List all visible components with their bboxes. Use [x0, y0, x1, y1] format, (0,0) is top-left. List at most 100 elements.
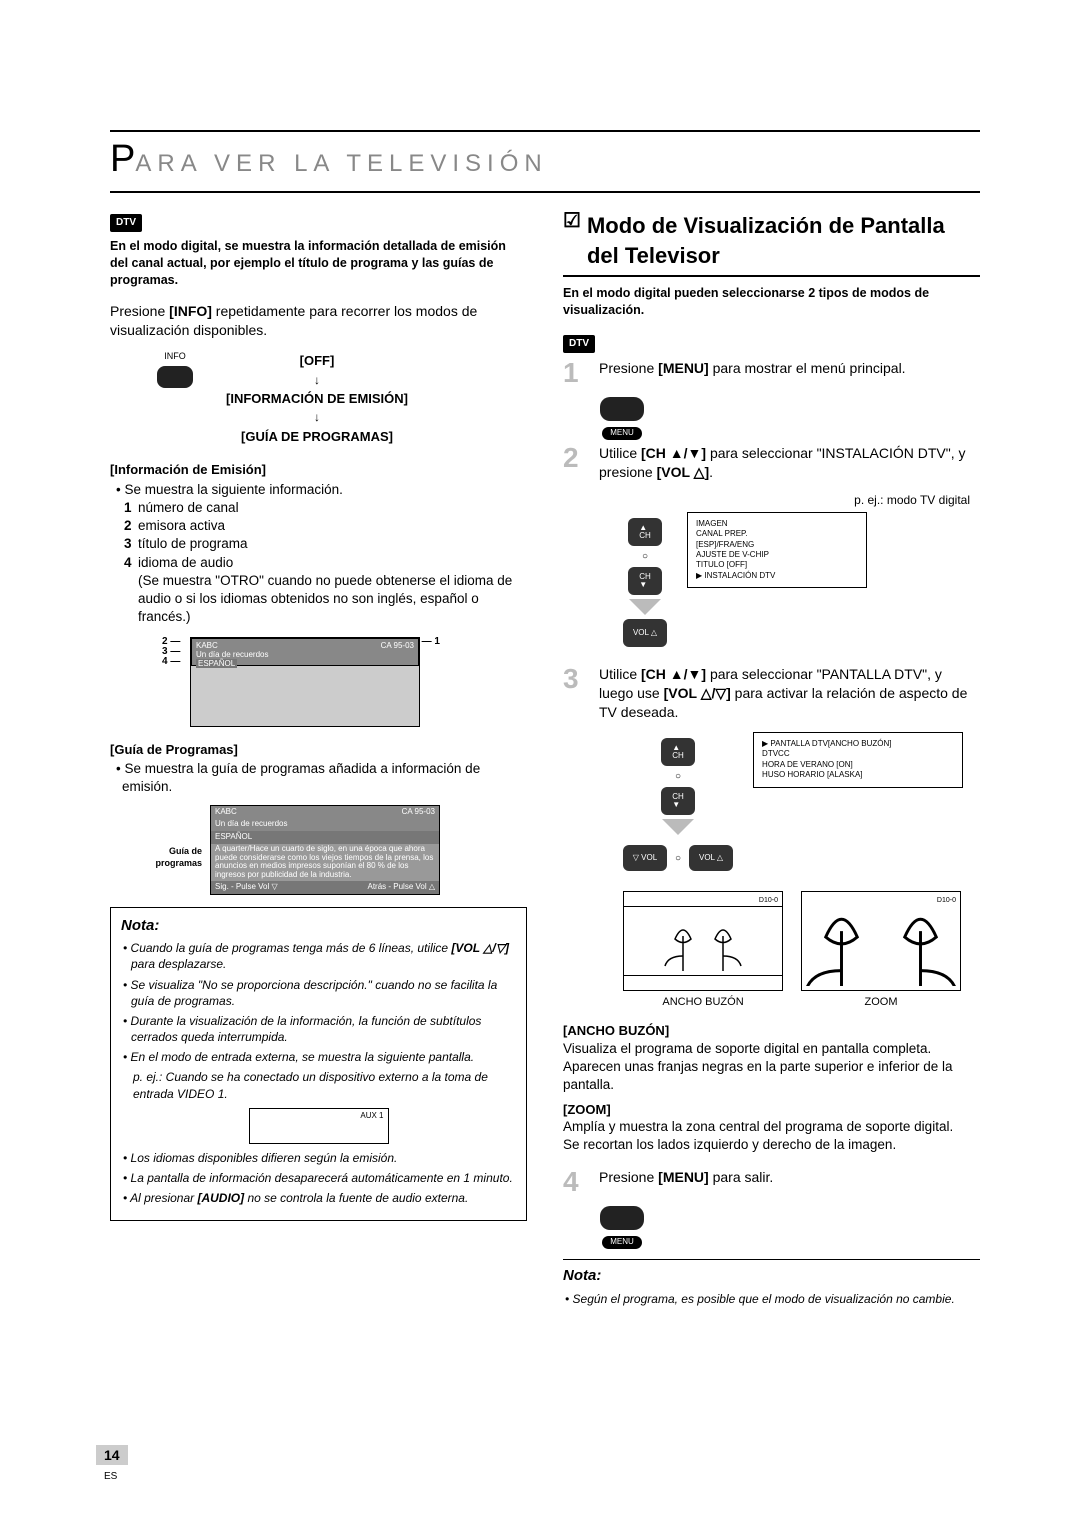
right-intro: En el modo digital pueden seleccionarse … — [563, 285, 980, 319]
menu-button-label: MENU — [602, 1236, 642, 1249]
section-header: PARA VER LA TELEVISIÓN — [110, 130, 980, 193]
press-info-text: Presione [INFO] repetidamente para recor… — [110, 302, 527, 340]
info-button-icon — [157, 366, 193, 388]
zoom-line1: Amplía y muestra la zona central del pro… — [563, 1118, 980, 1136]
osd-channel: CA 95-03 — [381, 641, 414, 650]
guide-side-label: Guía de programas — [132, 845, 202, 869]
link-icon: ○ — [642, 550, 648, 564]
triangle-down-icon — [629, 599, 661, 615]
osd-title: Un día de recuerdos — [196, 650, 414, 659]
mode-letterbox: D10-0 ANCHO BUZÓN — [623, 891, 783, 1010]
d10-label: D10-0 — [759, 896, 778, 905]
tv-mode-illustrations: D10-0 ANCHO BUZÓN — [623, 891, 980, 1010]
info-flow-states: [OFF] ↓ [INFORMACIÓN DE EMISIÓN] ↓ [GUÍA… — [226, 350, 408, 447]
nota-example: p. ej.: Cuando se ha conectado un dispos… — [133, 1069, 516, 1101]
check-icon: ☑ — [563, 211, 581, 231]
vol-down-button: ▽ VOL — [623, 845, 667, 871]
osd-station: KABC — [196, 641, 218, 650]
right-column: ☑ Modo de Visualización de Pantalla del … — [563, 211, 980, 1307]
info-item-4: idioma de audio — [138, 555, 233, 570]
nota-item: Al presionar [AUDIO] no se controla la f… — [121, 1190, 516, 1206]
ch-up-button: ▲CH — [661, 738, 695, 766]
osd-lang: ESPAÑOL — [196, 659, 237, 668]
nota-item: Cuando la guía de programas tenga más de… — [121, 940, 516, 972]
link-icon: ○ — [675, 852, 681, 866]
flow-guide: [GUÍA DE PROGRAMAS] — [226, 428, 408, 446]
tulip-icon — [802, 896, 960, 986]
info-item-3: título de programa — [138, 536, 248, 551]
otro-note: (Se muestra "OTRO" cuando no puede obten… — [138, 572, 527, 627]
ancho-line1: Visualiza el programa de soporte digital… — [563, 1040, 980, 1058]
zoom-line2: Se recortan los lados izquierdo y derech… — [563, 1136, 980, 1154]
osd-header: KABC CA 95-03 Un día de recuerdos ESPAÑO… — [191, 638, 419, 666]
page-number: 14 — [96, 1445, 128, 1465]
mode-zoom: D10-0 ZOOM — [801, 891, 961, 1010]
step-3: 3 Utilice [CH ▲/▼] para seleccionar "PAN… — [563, 665, 980, 722]
info-flow-diagram: INFO [OFF] ↓ [INFORMACIÓN DE EMISIÓN] ↓ … — [140, 350, 527, 447]
menu-list-step3: ▶ PANTALLA DTV[ANCHO BUZÓN] DTVCC HORA D… — [753, 732, 963, 788]
left-intro: En el modo digital, se muestra la inform… — [110, 238, 527, 289]
right-heading: ☑ Modo de Visualización de Pantalla del … — [563, 211, 980, 276]
osd-info-example: 2 — 3 — 4 — — 1 KABC CA 95-03 Un día de … — [190, 637, 420, 727]
nota-box-right: Nota: • Según el programa, es posible qu… — [563, 1259, 980, 1306]
vol-up-button: VOL △ — [689, 845, 733, 871]
menu-list-step2: IMAGEN CANAL PREP. [ESP]/FRA/ENG AJUSTE … — [687, 512, 867, 588]
nota-item: Durante la visualización de la informaci… — [121, 1013, 516, 1045]
osd-body — [191, 666, 419, 726]
info-emision-heading: [Información de Emisión] — [110, 461, 527, 479]
menu-button-label: MENU — [602, 427, 642, 440]
arrow-down-icon: ↓ — [226, 409, 408, 425]
info-button-label: INFO — [140, 350, 210, 362]
step-2-diagram: ▲CH ○ CH▼ VOL △ IMAGEN CANAL PREP. [ESP]… — [593, 512, 980, 654]
nota-title: Nota: — [563, 1266, 980, 1286]
aux-osd-example: AUX 1 — [249, 1108, 389, 1144]
nota-box-left: Nota: Cuando la guía de programas tenga … — [110, 907, 527, 1222]
menu-button-illustration: MENU — [597, 397, 647, 440]
ch-button-cluster: ▲CH ○ CH▼ VOL △ — [623, 518, 667, 648]
right-heading-text: Modo de Visualización de Pantalla del Te… — [587, 211, 980, 270]
info-item-list: 1número de canal 2emisora activa 3título… — [124, 499, 527, 572]
mode-descriptions: [ANCHO BUZÓN] Visualiza el programa de s… — [563, 1022, 980, 1154]
nota-item: • Según el programa, es posible que el m… — [563, 1291, 980, 1307]
flow-info: [INFORMACIÓN DE EMISIÓN] — [226, 390, 408, 408]
ch-down-button: CH▼ — [628, 567, 662, 595]
step-number: 2 — [563, 444, 589, 472]
nota-item: Los idiomas disponibles difieren según l… — [121, 1150, 516, 1166]
link-icon: ○ — [675, 770, 681, 784]
left-column: DTV En el modo digital, se muestra la in… — [110, 211, 527, 1307]
arrow-down-icon: ↓ — [226, 372, 408, 388]
step-number: 1 — [563, 359, 589, 387]
ch-up-button: ▲CH — [628, 518, 662, 546]
tv-letterbox-icon: D10-0 — [623, 891, 783, 991]
page-lang: ES — [104, 1471, 117, 1482]
page-footer: 14 ES — [96, 1446, 128, 1484]
title-initial: P — [110, 138, 135, 180]
tv-zoom-icon: D10-0 — [801, 891, 961, 991]
info-item-2: emisora activa — [138, 518, 225, 533]
vol-up-button: VOL △ — [623, 619, 667, 647]
leader-1: — 1 — [422, 635, 440, 649]
zoom-heading: [ZOOM] — [563, 1101, 980, 1119]
step-3-diagram: ▲CH ○ CH▼ ▽ VOL ○ VOL △ ▶ PANTALLA DTV[A… — [593, 732, 980, 1010]
dtv-badge: DTV — [563, 335, 595, 353]
guia-heading: [Guía de Programas] — [110, 741, 527, 759]
section-title: PARA VER LA TELEVISIÓN — [110, 150, 548, 177]
nota-item: En el modo de entrada externa, se muestr… — [121, 1049, 516, 1065]
mode-a-caption: ANCHO BUZÓN — [623, 995, 783, 1010]
tulip-icon — [653, 911, 753, 971]
flow-off: [OFF] — [226, 352, 408, 370]
nota-item: La pantalla de información desaparecerá … — [121, 1170, 516, 1186]
menu-button-icon — [600, 397, 644, 421]
info-emision-lead: • Se muestra la siguiente información. — [116, 481, 527, 499]
ch-down-button: CH▼ — [661, 787, 695, 815]
step-number: 4 — [563, 1168, 589, 1196]
step-1: 1 Presione [MENU] para mostrar el menú p… — [563, 359, 980, 387]
leader-4: 4 — — [162, 655, 180, 669]
step-number: 3 — [563, 665, 589, 693]
guia-lead: • Se muestra la guía de programas añadid… — [116, 760, 527, 796]
info-button-illustration: INFO — [140, 350, 210, 388]
menu-button-illustration: MENU — [597, 1206, 647, 1249]
ch-button-cluster: ▲CH ○ CH▼ ▽ VOL ○ VOL △ — [623, 738, 733, 872]
ancho-line2: Aparecen unas franjas negras en la parte… — [563, 1058, 980, 1094]
menu-button-icon — [600, 1206, 644, 1230]
